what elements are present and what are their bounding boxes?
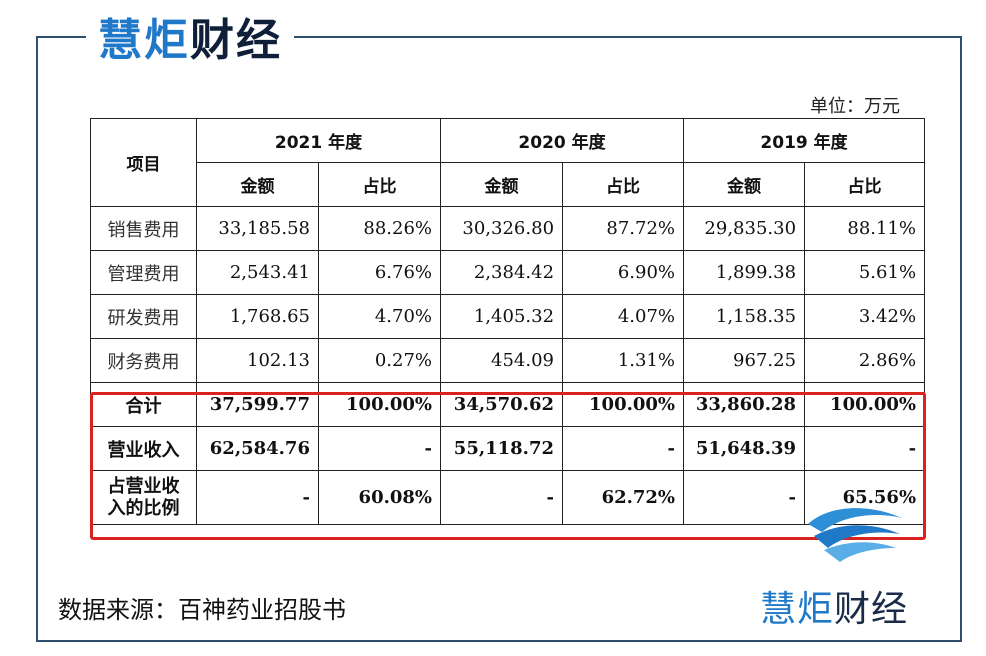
table-cell: - [562, 426, 685, 471]
row-label: 销售费用 [90, 206, 197, 251]
swirl-logo-icon [808, 508, 902, 562]
year-header-2019: 2019 年度 [683, 118, 926, 163]
table-cell: 1,899.38 [683, 250, 806, 295]
table-cell: 3.42% [804, 294, 926, 339]
table-cell: 2.86% [804, 338, 926, 383]
amount-header: 金额 [440, 162, 564, 207]
table-cell: 4.07% [562, 294, 685, 339]
table-cell: 87.72% [562, 206, 685, 251]
row-label: 占营业收 入的比例 [90, 470, 197, 525]
unit-label: 单位：万元 [810, 96, 900, 117]
ratio-row: 占营业收 入的比例 - 60.08% - 62.72% - 65.56% [90, 470, 926, 525]
table-cell: 34,570.62 [440, 382, 564, 427]
table-cell: 4.70% [317, 294, 442, 339]
table-cell: 55,118.72 [440, 426, 564, 471]
table-row: 管理费用 2,543.41 6.76% 2,384.42 6.90% 1,899… [90, 250, 926, 295]
table-cell: 5.61% [804, 250, 926, 295]
brand-logo-top: 慧炬 财经 [86, 8, 294, 66]
year-header-2020: 2020 年度 [440, 118, 685, 163]
table-cell: 88.26% [317, 206, 442, 251]
data-source-caption: 数据来源：百神药业招股书 [58, 596, 346, 624]
content-frame [36, 36, 962, 642]
table-cell: 33,860.28 [683, 382, 806, 427]
item-header: 项目 [90, 118, 197, 207]
table-cell: 0.27% [317, 338, 442, 383]
table-cell: 100.00% [804, 382, 926, 427]
ratio-header: 占比 [317, 162, 442, 207]
row-label: 营业收入 [90, 426, 197, 471]
ratio-header: 占比 [562, 162, 685, 207]
header-row-subheaders: 金额 占比 金额 占比 金额 占比 [91, 162, 926, 207]
header-row-years: 项目 2021 年度 2020 年度 2019 年度 [90, 118, 926, 207]
table-cell: 62.72% [562, 470, 685, 525]
table-cell: - [804, 426, 926, 471]
row-label: 合计 [90, 382, 197, 427]
table-cell: 51,648.39 [683, 426, 806, 471]
table-cell: 30,326.80 [440, 206, 564, 251]
row-label: 管理费用 [90, 250, 197, 295]
table-cell: 1,405.32 [440, 294, 564, 339]
table-cell: 100.00% [317, 382, 442, 427]
total-row: 合计 37,599.77 100.00% 34,570.62 100.00% 3… [90, 382, 926, 427]
table-cell: 1,158.35 [683, 294, 806, 339]
table-cell: 102.13 [196, 338, 319, 383]
table-cell: 29,835.30 [683, 206, 806, 251]
table-cell: 2,384.42 [440, 250, 564, 295]
table-cell: 60.08% [317, 470, 442, 525]
expense-table: 项目 2021 年度 2020 年度 2019 年度 金额 占比 金额 占比 金… [90, 118, 926, 525]
brand-name-part2: 财经 [190, 15, 282, 66]
table-cell: - [317, 426, 442, 471]
year-header-2021: 2021 年度 [195, 118, 442, 163]
amount-header: 金额 [196, 162, 319, 207]
brand-name-part2: 财经 [834, 589, 909, 630]
table-cell: 62,584.76 [196, 426, 319, 471]
table-cell: - [440, 470, 564, 525]
table-cell: 2,543.41 [196, 250, 319, 295]
table-row: 研发费用 1,768.65 4.70% 1,405.32 4.07% 1,158… [90, 294, 926, 339]
table-cell: 454.09 [440, 338, 564, 383]
brand-name-part1: 慧炬 [98, 15, 190, 66]
table-cell: 1.31% [562, 338, 685, 383]
row-label: 财务费用 [90, 338, 197, 383]
table-cell: 88.11% [804, 206, 926, 251]
table-row: 销售费用 33,185.58 88.26% 30,326.80 87.72% 2… [90, 206, 926, 251]
table-cell: - [196, 470, 319, 525]
table-row: 财务费用 102.13 0.27% 454.09 1.31% 967.25 2.… [90, 338, 926, 383]
table-cell: 6.90% [562, 250, 685, 295]
revenue-row: 营业收入 62,584.76 - 55,118.72 - 51,648.39 - [90, 426, 926, 471]
row-label-line1: 占营业收 [107, 475, 180, 497]
table-cell: 6.76% [317, 250, 442, 295]
row-label-line2: 入的比例 [107, 497, 180, 519]
brand-name-part1: 慧炬 [760, 589, 835, 630]
amount-header: 金额 [683, 162, 806, 207]
table-cell: 100.00% [562, 382, 685, 427]
row-label: 研发费用 [90, 294, 197, 339]
table-cell: - [683, 470, 806, 525]
brand-logo-bottom: 慧炬财经 [760, 580, 908, 632]
table-cell: 1,768.65 [196, 294, 319, 339]
table-cell: 37,599.77 [196, 382, 319, 427]
table-cell: 967.25 [683, 338, 806, 383]
ratio-header: 占比 [804, 162, 926, 207]
table-cell: 33,185.58 [196, 206, 319, 251]
